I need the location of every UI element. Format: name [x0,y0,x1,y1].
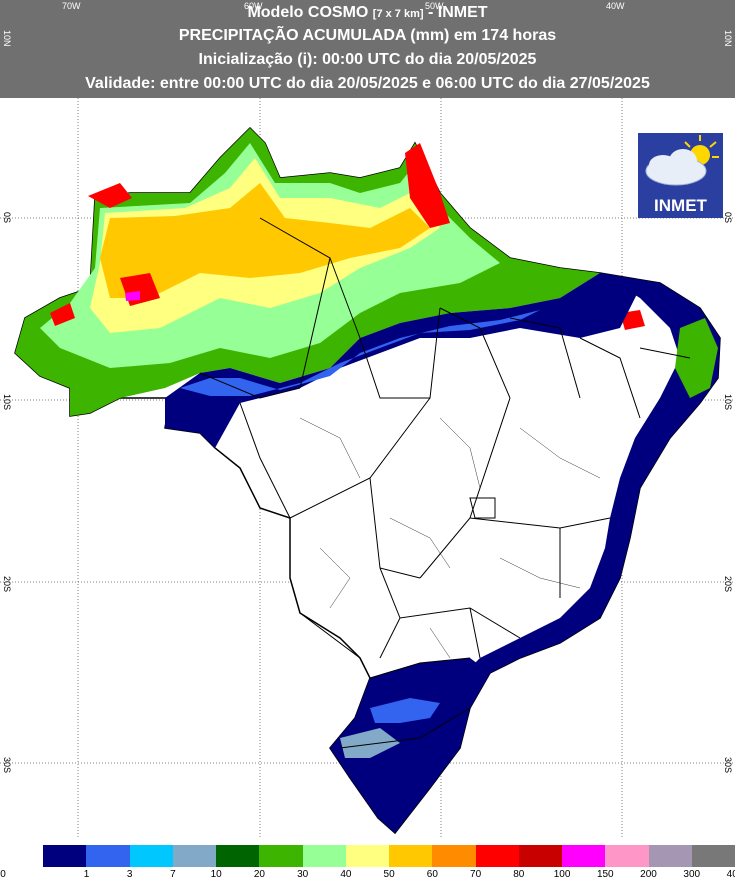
legend-label: 7 [170,869,176,880]
legend-swatch [216,845,260,867]
legend-label: 10 [210,869,222,880]
rain-south-lightgreen [340,728,400,758]
lat-tick-left: 30S [2,757,12,774]
legend-swatch [518,845,563,867]
state-borders [199,217,691,749]
legend-swatch [129,845,174,867]
legend-label: 400 [726,869,735,880]
rain-south-lightblue [370,698,440,723]
lat-tick-right: 0S [723,212,733,224]
model-name: Modelo COSMO [247,4,369,21]
legend-label: 50 [383,869,395,880]
legend-swatch [691,845,735,867]
legend-swatch [43,845,87,867]
lat-tick-left: 20S [2,576,12,593]
legend-label: 40 [340,869,352,880]
legend-label: 300 [683,869,701,880]
rain-north-orange [100,183,430,298]
legend-label: 20 [253,869,265,880]
rain-eastcoast-blue [440,273,720,708]
lat-tick-left: 10N [2,30,12,47]
lat-tick-left: 10S [2,394,12,411]
map-header: Modelo COSMO [7 x 7 km] - INMET PRECIPIT… [0,0,735,98]
header-line-variable: PRECIPITAÇÃO ACUMULADA (mm) em 174 horas [178,27,557,44]
lon-tick: 70W [62,1,81,11]
inmet-logo: INMET [638,133,723,218]
rain-north-red-2 [405,143,450,228]
legend-swatch [475,845,520,867]
rain-south-blue [330,658,490,833]
legend-swatch [86,845,131,867]
precipitation-legend: 0 1 3 7 10 20 30 40 50 60 70 80 100 150 200 300 400 [0,845,735,880]
legend-label: 60 [426,869,438,880]
legend-label: 1 [83,869,90,880]
legend-swatch [259,845,304,867]
rain-eastcoast-green [675,318,718,398]
lon-tick: 50W [425,1,444,11]
precipitation-map: 70W 60W 50W 40W 10N 0S 10S 20S 30S 10N 0… [0,1,735,838]
legend-label: 100 [553,869,571,880]
model-source: - INMET [428,4,488,21]
header-line-validity: Validade: entre 00:00 UTC do dia 20/05/2… [85,75,650,92]
model-resolution: [7 x 7 km] [372,8,424,20]
map-canvas [0,98,735,838]
legend-swatch [389,845,433,867]
rain-north-red-4 [50,303,75,326]
lat-tick-right: 10N [723,30,733,47]
lat-tick-left: 0S [2,212,12,224]
legend-label: 30 [297,869,309,880]
lat-tick-right: 10S [723,394,733,411]
logo-text: INMET [654,196,707,215]
rain-north-magenta [125,291,140,301]
legend-swatch [605,845,650,867]
legend-label: 0 [0,869,6,880]
legend-swatch [172,845,217,867]
legend-label: 70 [470,869,482,880]
lat-tick-right: 30S [723,757,733,774]
lon-tick: 60W [244,1,263,11]
header-line-model: Modelo COSMO [7 x 7 km] - INMET [0,3,735,24]
legend-swatch [302,845,347,867]
legend-swatch [562,845,606,867]
header-line-init: Inicialização (i): 00:00 UTC do dia 20/0… [198,51,537,68]
legend-label: 3 [126,869,133,880]
rain-north-red-1 [88,183,132,208]
legend-label: 200 [640,869,657,880]
legend-swatch [0,845,44,867]
rain-transition-lightblue [180,310,540,396]
sun-cloud-icon [645,135,719,186]
legend-label: 150 [596,869,614,880]
legend-label: 80 [513,869,525,880]
lon-tick: 40W [606,1,625,11]
lat-tick-right: 20S [723,576,733,593]
legend-swatch [432,845,477,867]
internal-borders [299,417,601,659]
legend-swatch [345,845,390,867]
legend-swatch [648,845,693,867]
